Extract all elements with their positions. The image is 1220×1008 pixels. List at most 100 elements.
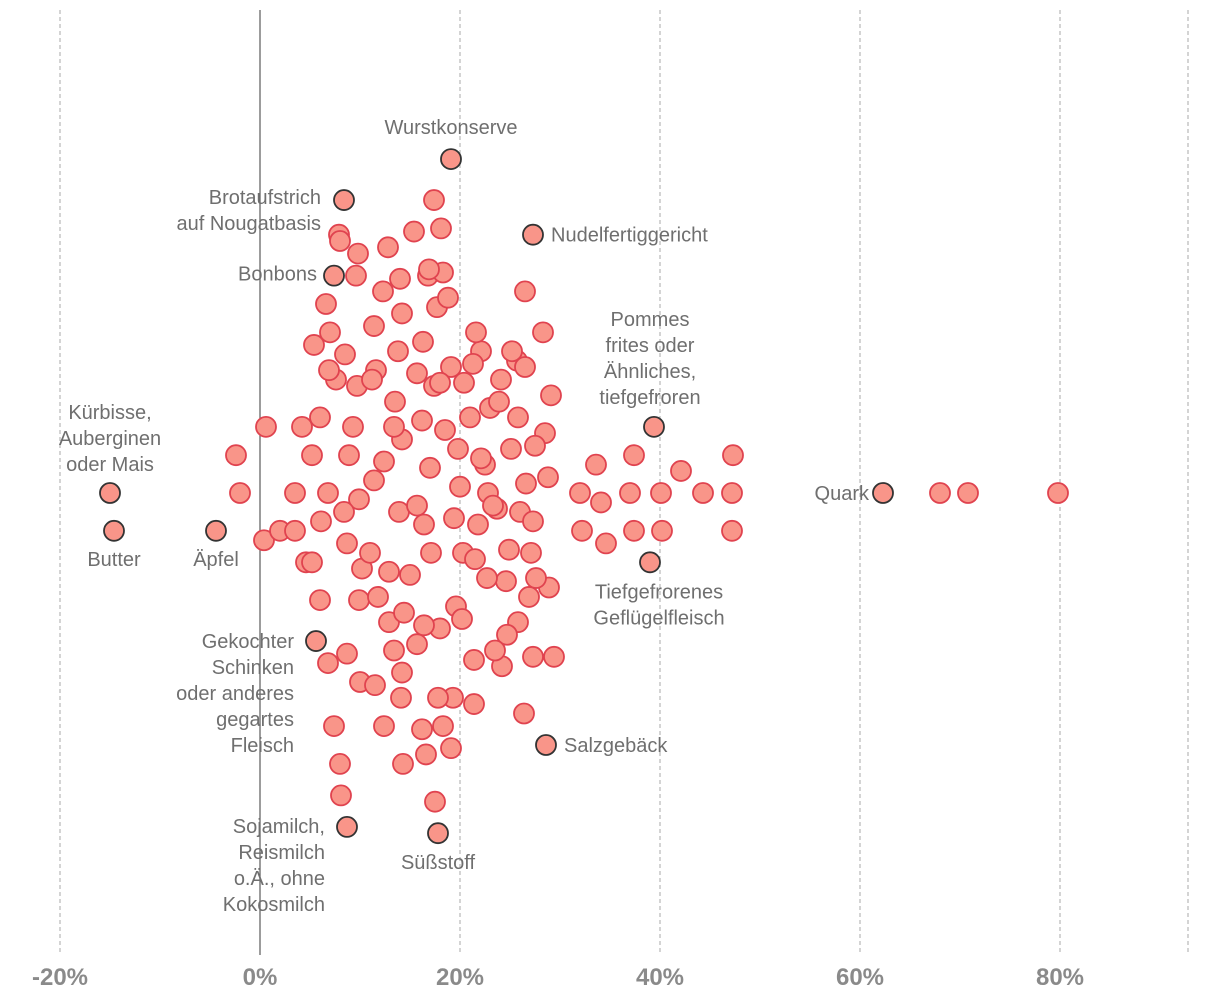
point-label: Nudelfertiggericht	[551, 225, 708, 247]
data-point	[315, 293, 337, 315]
data-point	[348, 488, 370, 511]
data-point	[229, 482, 251, 504]
data-point	[619, 482, 641, 504]
data-point	[412, 330, 434, 353]
data-point	[495, 570, 517, 593]
data-point	[291, 415, 313, 438]
highlighted-point	[427, 822, 449, 845]
data-point	[390, 686, 412, 709]
data-point	[501, 340, 523, 363]
data-point	[507, 406, 529, 429]
data-point	[323, 715, 345, 737]
data-point	[403, 220, 425, 243]
data-point	[391, 661, 413, 684]
data-point	[377, 236, 399, 259]
x-tick-label: 20%	[436, 964, 484, 991]
data-point	[419, 456, 441, 479]
data-point	[406, 494, 428, 517]
data-point	[348, 589, 370, 611]
data-point	[284, 482, 306, 504]
data-point	[440, 737, 462, 760]
data-point	[415, 743, 437, 766]
data-point	[411, 718, 433, 741]
data-point	[372, 280, 394, 303]
point-label: Bonbons	[238, 264, 317, 286]
data-point	[957, 482, 979, 504]
data-point	[440, 356, 462, 378]
x-tick-label: 0%	[243, 964, 278, 991]
point-label: Butter	[87, 549, 141, 571]
highlighted-point	[522, 223, 544, 246]
data-point	[437, 286, 459, 309]
data-point	[462, 352, 484, 375]
x-tick-label: 40%	[636, 964, 684, 991]
data-point	[585, 453, 607, 476]
data-point	[543, 645, 565, 668]
data-point	[284, 519, 306, 542]
data-point	[393, 601, 415, 624]
data-point	[590, 491, 612, 514]
data-point	[496, 623, 518, 646]
data-point	[361, 368, 383, 391]
point-label: Brotaufstrich auf Nougatbasis	[176, 187, 321, 235]
x-tick-labels: -20% 0% 20% 40% 60% 80%	[32, 964, 1084, 991]
data-point	[406, 362, 428, 385]
data-point	[301, 444, 323, 467]
x-tick-label: 80%	[1036, 964, 1084, 991]
data-point	[424, 790, 446, 813]
data-point	[406, 633, 428, 656]
data-point	[319, 321, 341, 344]
highlighted-point	[872, 482, 894, 504]
data-point	[463, 649, 485, 671]
data-point	[571, 519, 593, 542]
highlighted-point	[639, 551, 661, 574]
data-point	[525, 567, 547, 589]
annotation-labels: Kürbisse, Auberginen oder Mais Butter Äpfel B…	[59, 117, 870, 916]
data-point	[537, 466, 559, 489]
data-point	[336, 532, 358, 555]
data-point	[310, 510, 332, 533]
highlighted-point	[535, 734, 557, 756]
point-label: Wurstkonserve	[384, 117, 517, 139]
data-point	[518, 586, 540, 608]
data-point	[333, 500, 355, 523]
data-point	[514, 356, 536, 378]
data-point	[427, 686, 449, 709]
data-point	[498, 538, 520, 561]
data-point	[490, 368, 512, 391]
data-point	[459, 406, 481, 429]
data-point	[301, 551, 323, 574]
data-point	[334, 343, 356, 366]
highlighted-point	[643, 415, 665, 438]
data-point	[392, 753, 414, 775]
data-point	[522, 510, 544, 533]
data-point	[623, 444, 645, 467]
data-point	[345, 264, 367, 287]
data-point	[309, 406, 331, 429]
highlighted-point	[323, 264, 345, 287]
point-label: Süßstoff	[401, 852, 476, 874]
data-point	[391, 302, 413, 325]
data-point	[383, 415, 405, 438]
data-point	[373, 450, 395, 473]
data-point	[650, 482, 672, 504]
data-point	[364, 674, 386, 697]
data-point	[432, 715, 454, 737]
data-point	[388, 500, 410, 523]
data-point	[330, 784, 352, 807]
data-point	[464, 548, 486, 571]
data-point	[721, 519, 743, 542]
point-label: Kürbisse, Auberginen oder Mais	[59, 402, 161, 476]
x-tick-label: 60%	[836, 964, 884, 991]
data-point	[651, 519, 673, 542]
data-point	[721, 482, 743, 504]
highlighted-point	[336, 816, 358, 838]
data-point	[225, 444, 247, 467]
data-point	[430, 217, 452, 240]
data-point	[524, 434, 546, 457]
point-label: Salzgebäck	[564, 735, 668, 757]
data-point	[623, 519, 645, 542]
point-label: Gekochter Schinken oder anderes gegartes Fle…	[176, 631, 294, 757]
data-point	[514, 280, 536, 303]
